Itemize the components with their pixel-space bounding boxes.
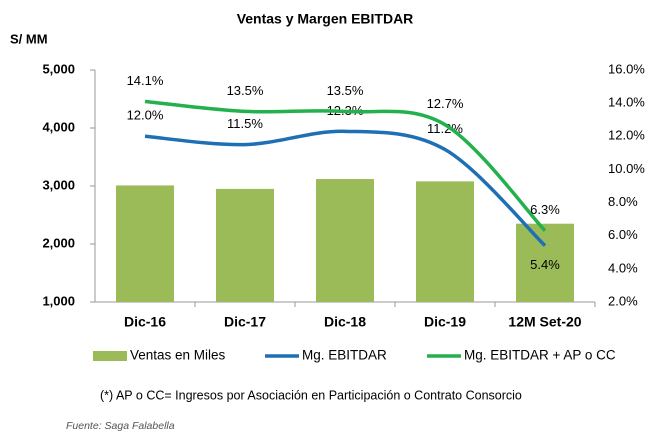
- data-label: 14.1%: [127, 73, 164, 88]
- data-label: 6.3%: [530, 202, 560, 217]
- bar: [416, 181, 474, 302]
- note: (*) AP o CC= Ingresos por Asociación en …: [100, 388, 522, 402]
- data-label: 12.7%: [427, 96, 464, 111]
- bar: [516, 223, 574, 302]
- y2-tick-label: 10.0%: [608, 161, 645, 176]
- legend-label: Ventas en Miles: [130, 348, 226, 363]
- line: [144, 129, 547, 247]
- legend-label: Mg. EBITDAR: [302, 348, 387, 363]
- y2-tick-label: 12.0%: [608, 128, 645, 143]
- x-tick-label: Dic-19: [424, 314, 466, 330]
- y2-tick-label: 14.0%: [608, 95, 645, 110]
- y2-tick-label: 4.0%: [608, 260, 638, 275]
- legend-label: Mg. EBITDAR + AP o CC: [464, 348, 616, 363]
- y-tick-label: 4,000: [42, 119, 75, 134]
- y-tick-label: 1,000: [42, 293, 75, 308]
- x-tick-label: Dic-17: [224, 314, 266, 330]
- bar: [316, 179, 374, 302]
- y-tick-label: 2,000: [42, 235, 75, 250]
- data-label: 12.0%: [127, 108, 164, 123]
- x-tick-label: 12M Set-20: [508, 314, 581, 330]
- data-label: 5.4%: [530, 257, 560, 272]
- data-label: 11.5%: [227, 116, 263, 131]
- data-label: 13.5%: [227, 83, 264, 98]
- bar: [116, 185, 174, 302]
- line: [144, 99, 547, 232]
- chart-title: Ventas y Margen EBITDAR: [237, 11, 414, 27]
- bar: [216, 188, 274, 302]
- legend-swatch: [93, 351, 127, 361]
- y-tick-label: 5,000: [42, 61, 75, 76]
- y2-tick-label: 16.0%: [608, 61, 645, 76]
- x-tick-label: Dic-18: [324, 314, 366, 330]
- source: Fuente: Saga Falabella: [66, 420, 175, 432]
- data-label: 13.5%: [327, 83, 364, 98]
- x-tick-label: Dic-16: [124, 314, 166, 330]
- y2-tick-label: 2.0%: [608, 293, 638, 308]
- y2-tick-label: 8.0%: [608, 194, 638, 209]
- y-tick-label: 3,000: [42, 177, 75, 192]
- y2-tick-label: 6.0%: [608, 227, 638, 242]
- y-axis-title: S/ MM: [10, 31, 48, 46]
